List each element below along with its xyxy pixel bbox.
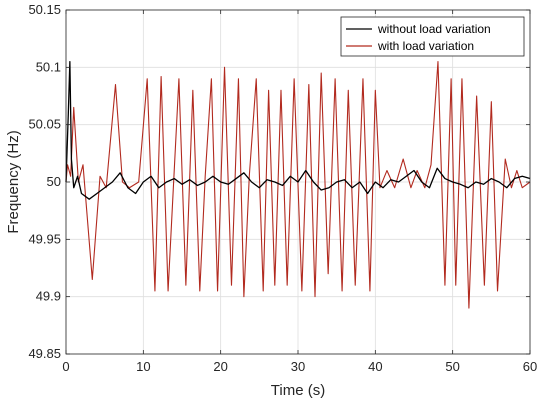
axis-ticks [65,9,531,355]
y-tick-label: 49.9 [36,289,61,304]
y-tick-label: 50.1 [36,59,61,74]
x-tick-label: 40 [368,359,382,374]
x-tick-label: 30 [291,359,305,374]
y-axis-label: Frequency (Hz) [5,130,22,233]
series-line-without-load-variation [65,60,531,200]
legend-box [340,16,525,57]
x-tick-labels: 0 10 20 30 40 50 60 [62,359,537,374]
y-tick-labels: 49.85 49.9 49.95 50 50.05 50.1 50.15 [28,2,61,361]
y-tick-label: 49.85 [28,346,61,361]
series-layer [65,60,531,309]
legend-label-with-load: with load variation [377,39,474,53]
x-tick-label: 50 [445,359,459,374]
x-tick-label: 0 [62,359,69,374]
y-tick-label: 49.95 [28,231,61,246]
y-tick-label: 50.15 [28,2,61,17]
x-tick-label: 60 [523,359,537,374]
y-tick-label: 50.05 [28,117,61,132]
y-tick-label: 50 [47,174,61,189]
x-tick-label: 10 [136,359,150,374]
x-tick-label: 20 [213,359,227,374]
series-line-with-load-variation [65,61,531,309]
legend: without load variation with load variati… [340,16,525,57]
legend-label-without-load: without load variation [377,22,491,36]
x-axis-label: Time (s) [271,382,325,399]
